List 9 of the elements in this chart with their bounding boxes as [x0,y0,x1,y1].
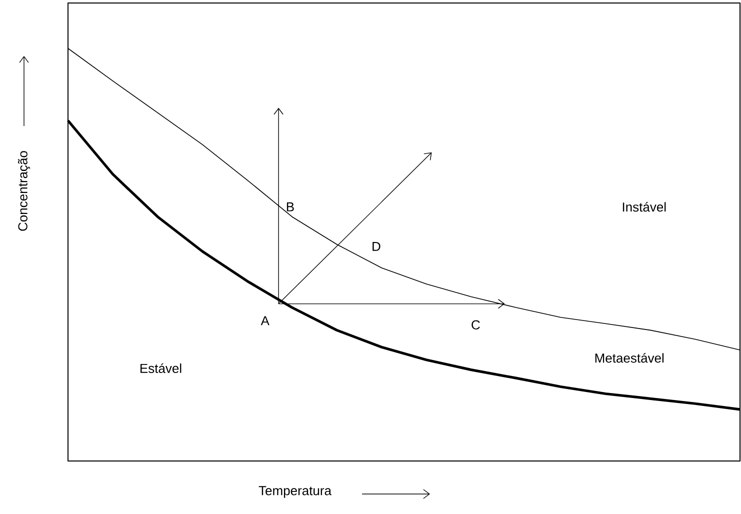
annotation: C [472,320,480,330]
y-axis-title: Concentração [18,151,30,231]
annotation: D [372,242,380,251]
annotation: Instável [622,202,666,212]
annotation: A [260,316,270,326]
x-axis-title: Temperatura [258,486,332,498]
annotation: Estável [140,363,182,374]
annotation: Metaestável [595,353,664,363]
annotation: B [286,202,294,212]
